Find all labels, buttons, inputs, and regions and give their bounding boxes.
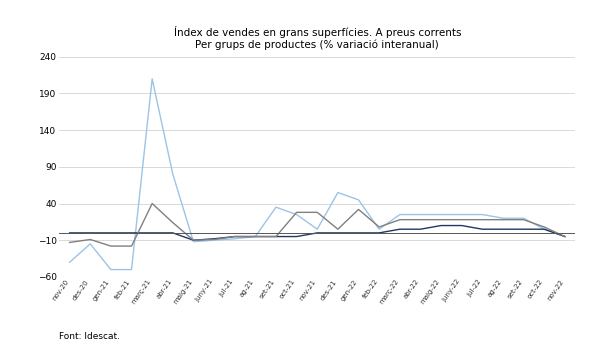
- Resta de productes: [169, 172, 176, 176]
- Resta de productes: [190, 240, 197, 244]
- Alimentació: [562, 234, 569, 239]
- Índex general: [231, 234, 238, 239]
- Alimentació: [375, 231, 382, 235]
- Alimentació: [107, 231, 114, 235]
- Índex general: [520, 218, 527, 222]
- Índex general: [499, 218, 506, 222]
- Índex general: [375, 225, 382, 229]
- Resta de productes: [252, 234, 259, 239]
- Line: Índex general: Índex general: [69, 203, 565, 246]
- Resta de productes: [272, 205, 279, 209]
- Índex general: [211, 237, 218, 242]
- Resta de productes: [417, 212, 424, 217]
- Alimentació: [458, 223, 466, 228]
- Alimentació: [190, 238, 197, 242]
- Alimentació: [314, 231, 321, 235]
- Alimentació: [293, 234, 300, 239]
- Índex general: [314, 210, 321, 214]
- Resta de productes: [458, 212, 466, 217]
- Índex general: [149, 201, 156, 206]
- Índex general: [252, 234, 259, 239]
- Índex general: [66, 240, 73, 245]
- Resta de productes: [293, 212, 300, 217]
- Line: Resta de productes: Resta de productes: [69, 79, 565, 269]
- Resta de productes: [499, 216, 506, 220]
- Índex general: [87, 237, 94, 242]
- Índex general: [293, 210, 300, 214]
- Alimentació: [252, 234, 259, 239]
- Índex general: [334, 227, 342, 231]
- Alimentació: [231, 234, 238, 239]
- Alimentació: [128, 231, 135, 235]
- Índex general: [396, 218, 403, 222]
- Alimentació: [334, 231, 342, 235]
- Alimentació: [211, 237, 218, 241]
- Índex general: [438, 218, 445, 222]
- Resta de productes: [375, 227, 382, 231]
- Índex general: [169, 220, 176, 225]
- Índex general: [417, 218, 424, 222]
- Alimentació: [66, 231, 73, 235]
- Índex general: [479, 218, 486, 222]
- Alimentació: [520, 227, 527, 231]
- Resta de productes: [128, 267, 135, 272]
- Alimentació: [272, 234, 279, 239]
- Resta de productes: [211, 238, 218, 242]
- Resta de productes: [231, 237, 238, 241]
- Alimentació: [499, 227, 506, 231]
- Alimentació: [169, 231, 176, 235]
- Resta de productes: [479, 212, 486, 217]
- Resta de productes: [562, 234, 569, 239]
- Alimentació: [479, 227, 486, 231]
- Resta de productes: [355, 198, 362, 202]
- Índex general: [272, 234, 279, 239]
- Índex general: [355, 207, 362, 212]
- Resta de productes: [87, 242, 94, 246]
- Resta de productes: [149, 77, 156, 81]
- Text: Font: Idescat.: Font: Idescat.: [59, 332, 120, 341]
- Resta de productes: [107, 267, 114, 272]
- Alimentació: [417, 227, 424, 231]
- Title: Índex de vendes en grans superfícies. A preus corrents
Per grups de productes (%: Índex de vendes en grans superfícies. A …: [174, 26, 461, 50]
- Índex general: [562, 234, 569, 239]
- Resta de productes: [396, 212, 403, 217]
- Índex general: [128, 244, 135, 248]
- Índex general: [190, 238, 197, 242]
- Alimentació: [87, 231, 94, 235]
- Índex general: [107, 244, 114, 248]
- Resta de productes: [66, 260, 73, 264]
- Alimentació: [541, 227, 548, 231]
- Alimentació: [438, 223, 445, 228]
- Resta de productes: [334, 190, 342, 195]
- Índex general: [458, 218, 466, 222]
- Line: Alimentació: Alimentació: [69, 225, 565, 240]
- Alimentació: [355, 231, 362, 235]
- Resta de productes: [520, 216, 527, 220]
- Resta de productes: [541, 227, 548, 231]
- Alimentació: [149, 231, 156, 235]
- Índex general: [541, 225, 548, 229]
- Alimentació: [396, 227, 403, 231]
- Resta de productes: [438, 212, 445, 217]
- Resta de productes: [314, 227, 321, 231]
